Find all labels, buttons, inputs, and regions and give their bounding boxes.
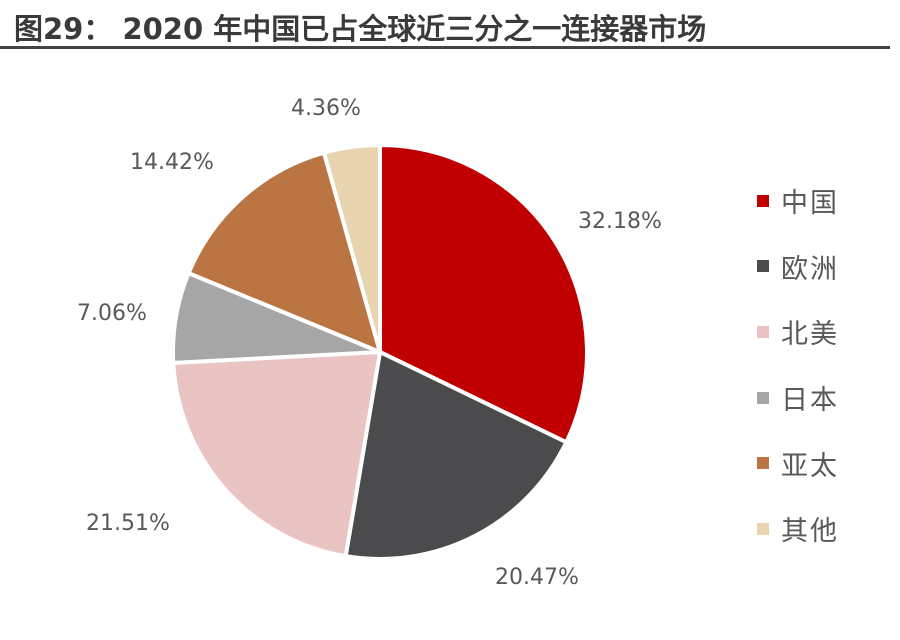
legend-swatch xyxy=(757,325,769,338)
legend-item: 中国 xyxy=(757,168,839,234)
pie-slice-4 xyxy=(186,150,382,354)
legend-swatch xyxy=(757,522,769,535)
legend-label: 其他 xyxy=(781,516,839,548)
legend-item: 欧洲 xyxy=(757,234,839,300)
figure-title: 图29： 2020 年中国已占全球近三分之一连接器市场 xyxy=(14,12,707,46)
legend-swatch xyxy=(757,391,769,404)
legend-item: 其他 xyxy=(757,496,839,562)
data-label: 14.42% xyxy=(130,150,214,175)
data-label: 20.47% xyxy=(495,565,579,590)
legend-swatch xyxy=(757,457,769,470)
legend-item: 北美 xyxy=(757,299,839,365)
data-label: 32.18% xyxy=(578,209,662,234)
data-label: 21.51% xyxy=(86,511,170,536)
data-label: 4.36% xyxy=(291,96,361,121)
pie-slice-1 xyxy=(343,350,569,561)
legend-label: 日本 xyxy=(781,385,839,417)
pie-slice-2 xyxy=(171,350,382,559)
legend-item: 亚太 xyxy=(757,430,839,496)
legend-label: 北美 xyxy=(781,319,839,351)
data-label: 7.06% xyxy=(77,301,147,326)
pie-slice-5 xyxy=(322,143,382,354)
title-underline xyxy=(0,46,890,49)
legend-swatch xyxy=(757,194,769,207)
legend: 中国欧洲北美日本亚太其他 xyxy=(757,168,839,562)
legend-label: 欧洲 xyxy=(781,253,839,285)
legend-item: 日本 xyxy=(757,365,839,431)
pie-slice-0 xyxy=(378,143,589,445)
legend-label: 亚太 xyxy=(781,450,839,482)
legend-swatch xyxy=(757,260,769,273)
legend-label: 中国 xyxy=(781,188,839,220)
